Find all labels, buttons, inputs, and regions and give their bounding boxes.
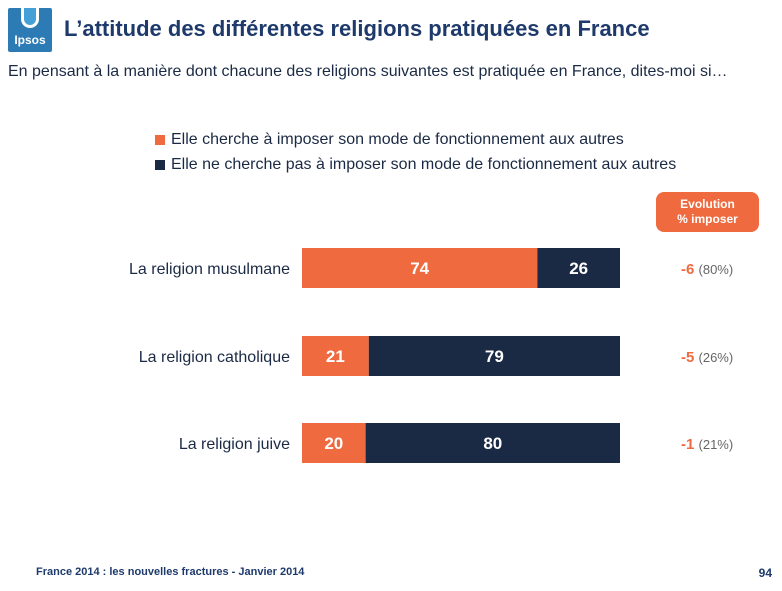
legend-swatch-not-impose — [155, 160, 165, 170]
category-label: La religion catholique — [139, 349, 290, 366]
bar-value-label: 80 — [483, 434, 502, 453]
legend-swatch-impose — [155, 135, 165, 145]
bar-value-label: 20 — [324, 434, 343, 453]
category-label: La religion musulmane — [129, 261, 290, 278]
bar-value-label: 21 — [326, 347, 345, 366]
bar-value-label: 74 — [410, 259, 429, 278]
bar-value-label: 79 — [485, 347, 504, 366]
legend-label-not-impose: Elle ne cherche pas à imposer son mode d… — [171, 156, 677, 173]
evolution-change: -6 — [681, 261, 699, 278]
bar-segment-impose — [302, 423, 366, 463]
page-subtitle: En pensant à la manière dont chacune des… — [8, 63, 728, 80]
bar-segment-not-impose — [368, 336, 620, 376]
footer-text: France 2014 : les nouvelles fractures - … — [36, 566, 305, 578]
evolution-change: -1 — [681, 436, 699, 453]
bar-value-label: 26 — [569, 259, 588, 278]
evolution-header-line2: % imposer — [677, 212, 738, 226]
bar-segment-impose — [302, 336, 369, 376]
evolution-previous: (80%) — [699, 262, 734, 277]
bar-segment-not-impose — [537, 248, 620, 288]
evolution-header-line1: Evolution — [680, 197, 735, 211]
bar-segment-impose — [302, 248, 538, 288]
legend-label-impose: Elle cherche à imposer son mode de fonct… — [171, 131, 624, 148]
evolution-previous: (21%) — [699, 437, 734, 452]
evolution-value: -6 (80%) — [681, 261, 733, 278]
category-label: La religion juive — [179, 436, 290, 453]
bar-segment-not-impose — [365, 423, 620, 463]
evolution-value: -1 (21%) — [681, 436, 733, 453]
ipsos-logo: Ipsos — [8, 8, 52, 52]
logo-notch-inner — [24, 8, 36, 25]
legend-item-not-impose: Elle ne cherche pas à imposer son mode d… — [155, 153, 676, 177]
evolution-header-badge: Evolution % imposer — [656, 192, 759, 232]
evolution-previous: (26%) — [699, 350, 734, 365]
logo-text: Ipsos — [14, 33, 46, 47]
evolution-change: -5 — [681, 349, 699, 366]
evolution-value: -5 (26%) — [681, 349, 733, 366]
page-number: 94 — [758, 566, 772, 580]
page-title: L’attitude des différentes religions pra… — [64, 16, 650, 41]
chart-legend: Elle cherche à imposer son mode de fonct… — [155, 128, 676, 178]
legend-item-impose: Elle cherche à imposer son mode de fonct… — [155, 128, 676, 152]
